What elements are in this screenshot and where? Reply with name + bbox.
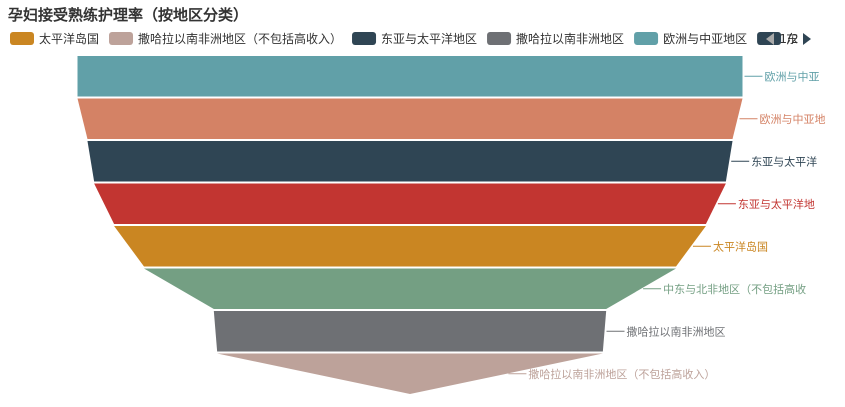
funnel-label: 太平洋岛国 (713, 239, 768, 253)
legend-swatch (487, 32, 512, 45)
funnel-label: 撒哈拉以南非洲地区（不包括高收入） (528, 367, 715, 381)
legend-label: 撒哈拉以南非洲地区（不包括高收入） (138, 31, 342, 46)
legend-label: 东 (786, 32, 798, 46)
legend-item[interactable]: 撒哈拉以南非洲地区 (487, 31, 624, 46)
legend-swatch (634, 32, 659, 45)
legend: 太平洋岛国 撒哈拉以南非洲地区（不包括高收入） 东亚与太平洋地区 撒哈拉以南非洲地区 欧… (10, 31, 811, 46)
legend-item[interactable]: 东亚与太平洋地区 (352, 31, 477, 46)
funnel-segment[interactable] (77, 56, 743, 97)
legend-label: 东亚与太平洋地区 (381, 31, 477, 46)
funnel-label: 撒哈拉以南非洲地区 (627, 324, 726, 338)
funnel-label: 欧洲与中亚地 (760, 113, 826, 126)
funnel-label: 欧洲与中亚 (765, 70, 820, 83)
legend-label: 太平洋岛国 (39, 31, 99, 46)
chart-title: 孕妇接受熟练护理率（按地区分类） (8, 6, 249, 24)
funnel-segment[interactable] (87, 141, 733, 182)
legend-page-indicator: 1/2 (779, 32, 798, 46)
funnel-segment[interactable] (77, 98, 743, 140)
legend-swatch (10, 32, 34, 45)
legend-next-page-icon[interactable] (803, 33, 811, 45)
funnel-segment[interactable] (144, 268, 676, 310)
funnel-segment[interactable] (217, 353, 603, 395)
legend-label: 欧洲与中亚地区 (663, 31, 747, 46)
legend-item[interactable]: 欧洲与中亚地区 (634, 31, 747, 46)
legend-item[interactable]: 太平洋岛国 (10, 31, 99, 46)
funnel-segment[interactable] (114, 226, 706, 267)
funnel-label: 东亚与太平洋 (751, 154, 817, 168)
legend-prev-page-icon[interactable] (766, 33, 774, 45)
legend-swatch (352, 32, 377, 45)
legend-label: 撒哈拉以南非洲地区 (516, 31, 624, 46)
funnel-segment[interactable] (94, 183, 726, 225)
funnel-label: 中东与北非地区（不包括高收 (663, 282, 806, 296)
legend-swatch (109, 32, 134, 45)
funnel-label: 东亚与太平洋地 (738, 197, 815, 211)
funnel-segment[interactable] (213, 311, 607, 352)
funnel-segments: 欧洲与中亚欧洲与中亚地东亚与太平洋东亚与太平洋地太平洋岛国中东与北非地区（不包括… (77, 56, 826, 395)
legend-pager: 1/2 (766, 32, 811, 46)
legend-item[interactable]: 撒哈拉以南非洲地区（不包括高收入） (109, 31, 342, 46)
